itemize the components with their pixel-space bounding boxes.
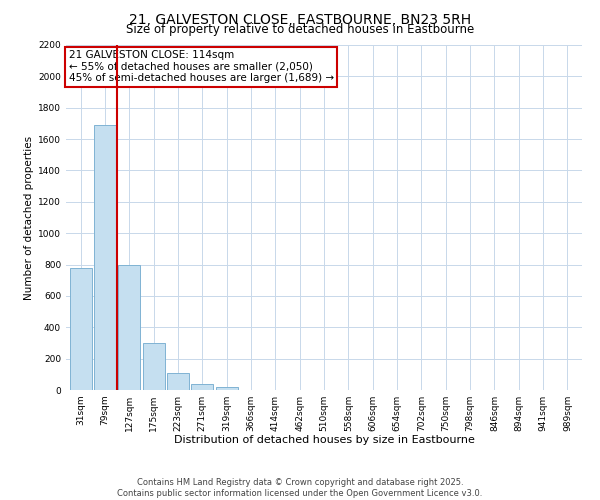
Bar: [118, 264, 140, 390]
Bar: [94, 125, 116, 390]
Bar: [215, 387, 238, 390]
Text: Size of property relative to detached houses in Eastbourne: Size of property relative to detached ho…: [126, 22, 474, 36]
Text: Contains HM Land Registry data © Crown copyright and database right 2025.
Contai: Contains HM Land Registry data © Crown c…: [118, 478, 482, 498]
Bar: [143, 343, 164, 390]
Text: 21 GALVESTON CLOSE: 114sqm
← 55% of detached houses are smaller (2,050)
45% of s: 21 GALVESTON CLOSE: 114sqm ← 55% of deta…: [68, 50, 334, 84]
Bar: [167, 373, 189, 390]
Y-axis label: Number of detached properties: Number of detached properties: [24, 136, 34, 300]
Bar: [70, 268, 92, 390]
Bar: [191, 384, 213, 390]
X-axis label: Distribution of detached houses by size in Eastbourne: Distribution of detached houses by size …: [173, 436, 475, 446]
Text: 21, GALVESTON CLOSE, EASTBOURNE, BN23 5RH: 21, GALVESTON CLOSE, EASTBOURNE, BN23 5R…: [129, 12, 471, 26]
